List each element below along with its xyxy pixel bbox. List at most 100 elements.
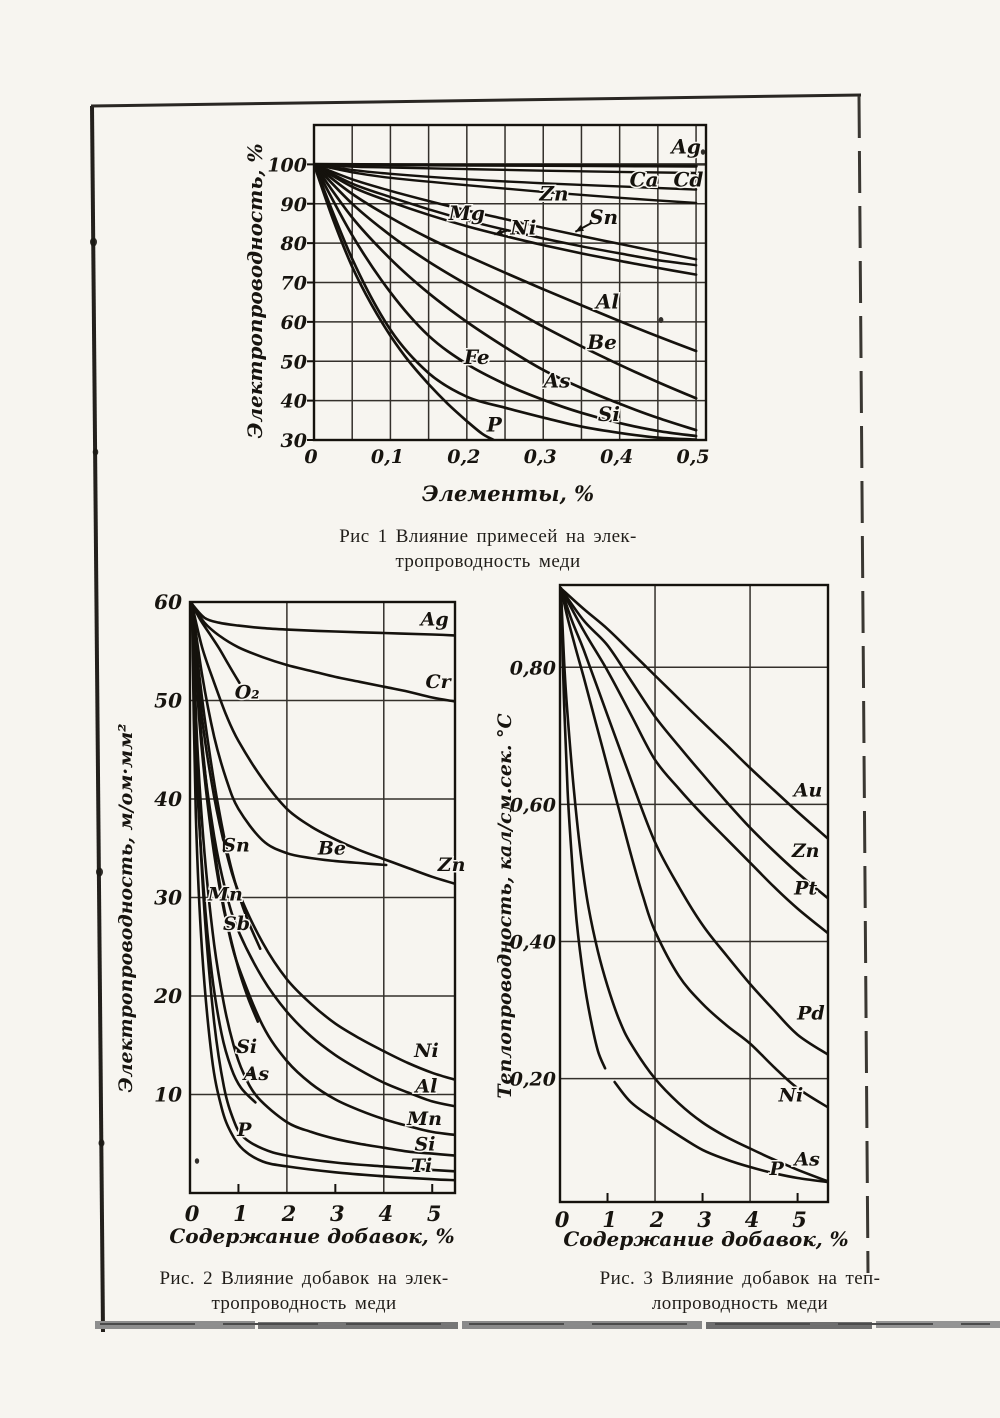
fig3-curve-As	[559, 587, 829, 1183]
fig1-y-tick-label: 80	[280, 233, 307, 255]
fig1-y-tick-label: 60	[281, 312, 307, 334]
fig1-curve-P	[313, 163, 495, 441]
ink-fleck	[96, 867, 103, 877]
ink-fleck	[194, 1158, 200, 1164]
fig1-curve-Fe	[313, 163, 698, 438]
fig2-series-label-Ti: Ti	[411, 1155, 432, 1177]
fig1-x-tick-label: 0,2	[447, 446, 480, 468]
fig2-y-tick-label: 60	[154, 590, 182, 614]
fig2-series-label-Mn: Mn	[207, 884, 243, 906]
fig2-curve-O₂	[190, 602, 241, 685]
fig2-curve-Mn	[190, 602, 456, 1137]
fig1-x-tick-label: 0,5	[677, 446, 710, 468]
figure1-caption-line2: тропроводность меди	[395, 551, 581, 572]
fig2-curve-Ni	[190, 602, 456, 1081]
fig1-curve-Ca	[313, 163, 698, 191]
fig2-series-label-Mn: Mn	[406, 1108, 442, 1130]
fig1-series-label-Cd: Cd	[673, 168, 703, 192]
fig3-y-tick-label: 0,40	[510, 931, 556, 953]
fig3-x-tick-label: 2	[649, 1207, 665, 1232]
fig2-series-label-As: As	[242, 1063, 270, 1085]
fig2-x-tick-label: 4	[378, 1201, 393, 1226]
fig2-series-label-Si: Si	[414, 1134, 435, 1156]
fig3-series-label-Zn: Zn	[791, 840, 820, 862]
fig1-curve-Ni	[313, 163, 698, 276]
fig1-series-label-As: As	[542, 368, 571, 392]
fig1-series-label-Be: Be	[586, 330, 617, 354]
fig1-series-label-Ag: Ag	[669, 134, 701, 158]
fig1-curve-Be	[313, 163, 698, 400]
fig1-series-label-Al: Al	[594, 290, 620, 314]
fig1-series-label-Sn: Sn	[589, 205, 618, 229]
fig2-y-tick-label: 40	[154, 787, 182, 811]
fig2-plot-border	[188, 600, 457, 1195]
fig2-x-tick-label: 2	[281, 1201, 297, 1226]
fig2-curve-Al	[190, 602, 456, 1108]
fig1-curve-Cd	[313, 163, 698, 175]
fig3-x-tick-label: 3	[697, 1207, 712, 1232]
fig3-x-tick-label: 4	[745, 1207, 760, 1232]
figure3-caption: Рис. 3 Влияние добавок на теп- лопроводн…	[540, 1266, 940, 1316]
fig1-curve-Si	[313, 163, 698, 441]
fig2-curve-Ti	[190, 602, 456, 1182]
fig1-y-axis-label: Электропроводность, %	[243, 144, 267, 439]
fig3-curve-P	[613, 1080, 829, 1184]
fig2-series-label-P: P	[236, 1119, 252, 1141]
fig2-series-label-Be: Be	[317, 837, 346, 859]
fig1-x-tick-label: 0,1	[371, 446, 404, 468]
fig1-y-tick-label: 40	[281, 391, 307, 413]
fig1-chart: 0 0,1 0,2 0,3 0,4 0,5 100 90 80 70 60 50 40 30 Элемент…	[243, 123, 710, 506]
fig1-curve-Zn	[313, 163, 698, 205]
fig2-y-axis-label: Электропроводность, м/ом·мм²	[115, 724, 137, 1093]
fig2-annotation-line	[233, 1045, 242, 1053]
fig1-series-label-Mg: Mg	[448, 201, 485, 225]
fig1-series-label-Ca: Ca	[630, 168, 659, 192]
fig2-series-label-O₂: O₂	[235, 682, 260, 704]
fig2-curve-Cr	[190, 602, 456, 703]
fig1-series-label-P: P	[486, 412, 503, 436]
figure3-caption-line2: лопроводность меди	[651, 1293, 829, 1314]
fig1-x-tick-label: 0,4	[600, 446, 633, 468]
fig3-series-label-Pd: Pd	[796, 1002, 825, 1024]
fig3-series-label-Ni: Ni	[778, 1085, 804, 1107]
fig2-curve-Be	[190, 602, 388, 867]
fig2-curve-Si	[190, 602, 456, 1157]
ink-fleck	[92, 448, 99, 456]
fig1-curve-Mg	[313, 163, 698, 267]
figure1-caption-line1: Рис 1 Влияние примесей на элек-	[339, 526, 637, 547]
fig3-x-tick-label: 0	[555, 1207, 570, 1232]
fig3-series-label-Au: Au	[792, 780, 823, 802]
ink-fleck	[700, 149, 706, 155]
fig1-y-tick-label: 70	[281, 273, 307, 295]
fig3-y-axis-label: Теплопроводность, кал/см.сек. °С	[494, 713, 516, 1098]
fig2-series-label-Si: Si	[236, 1036, 257, 1058]
ink-fleck	[90, 237, 97, 247]
fig1-x-tick-label: 0,3	[524, 446, 557, 468]
fig3-y-tick-label: 0,80	[510, 657, 556, 679]
fig3-curve-Au	[559, 587, 829, 840]
fig1-curve-Sn	[313, 163, 698, 261]
fig1-y-tick-label: 90	[281, 194, 307, 216]
fig2-series-label-Ag: Ag	[419, 609, 449, 631]
fig3-y-tick-label: 0,60	[510, 794, 556, 816]
fig1-y-tick-label: 30	[281, 430, 307, 452]
fig1-series-label-Zn: Zn	[538, 182, 568, 206]
figure1-caption: Рис 1 Влияние примесей на элек- тропрово…	[290, 524, 686, 574]
fig3-x-tick-label: 1	[602, 1207, 617, 1232]
fig3-series-label-P: P	[769, 1158, 785, 1180]
figure2-caption-line2: тропроводность меди	[211, 1293, 397, 1314]
fig1-annotation-arrowhead	[494, 228, 503, 236]
fig3-series-label-As: As	[792, 1148, 820, 1170]
fig2-y-tick-label: 10	[154, 1083, 182, 1107]
fig2-series-label-Sb: Sb	[223, 913, 250, 935]
fig2-x-tick-label: 1	[233, 1201, 248, 1226]
fig2-series-label-Zn: Zn	[437, 854, 466, 876]
fig1-x-tick-label: 0	[304, 446, 317, 468]
fig3-plot-border	[558, 583, 830, 1204]
ink-fleck	[98, 1139, 105, 1147]
fig2-series-label-Al: Al	[413, 1076, 437, 1098]
fig1-y-tick-label: 100	[267, 154, 307, 176]
fig3-chart: 0 1 2 3 4 5 0,80 0,60 0,40 0,20 Содержание добавок…	[494, 583, 849, 1251]
